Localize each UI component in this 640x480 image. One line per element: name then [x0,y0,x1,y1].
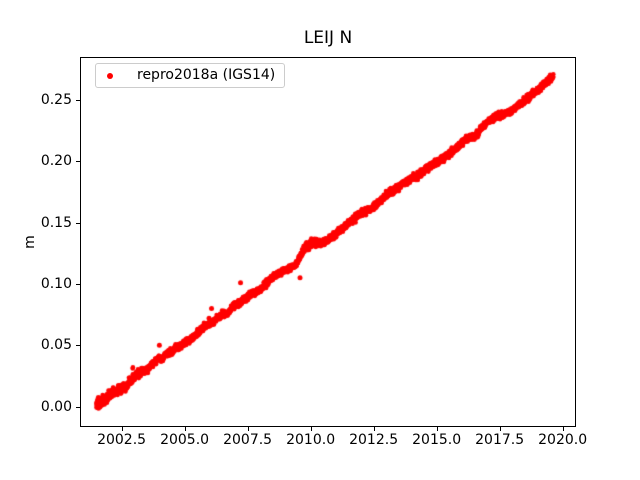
x-tick-label: 2010.0 [286,432,336,448]
legend-marker-dot-icon [107,72,113,79]
x-tick-label: 2012.5 [349,432,399,448]
x-tick-mark [247,427,249,431]
x-tick-label: 2015.0 [412,432,462,448]
y-tick-mark [76,406,80,408]
y-tick-mark [76,161,80,163]
x-tick-mark [562,427,564,431]
x-tick-mark [121,427,123,431]
y-tick-label: 0.10 [40,276,72,292]
y-tick-mark [76,345,80,347]
chart-title: LEIJ N [303,28,353,48]
y-tick-label: 0.25 [40,92,72,109]
x-tick-mark [436,427,438,431]
y-tick-label: 0.00 [40,398,72,415]
y-tick-label: 0.15 [40,214,72,231]
x-tick-label: 2007.5 [223,432,273,448]
x-tick-mark [310,427,312,431]
y-axis-label: m [22,235,38,249]
x-tick-mark [499,427,501,431]
x-tick-label: 2002.5 [97,432,147,448]
scatter-plot-canvas [80,57,576,427]
y-tick-mark [76,222,80,224]
legend-label: repro2018a (IGS14) [137,67,276,83]
x-tick-mark [184,427,186,431]
y-tick-label: 0.05 [40,337,72,354]
x-tick-label: 2017.5 [475,432,525,448]
y-tick-label: 0.20 [40,153,72,170]
legend: repro2018a (IGS14) [95,63,286,88]
y-tick-mark [76,100,80,102]
y-tick-mark [76,284,80,285]
x-tick-label: 2020.0 [538,432,588,448]
x-tick-mark [373,427,375,431]
x-tick-label: 2005.0 [160,432,210,448]
